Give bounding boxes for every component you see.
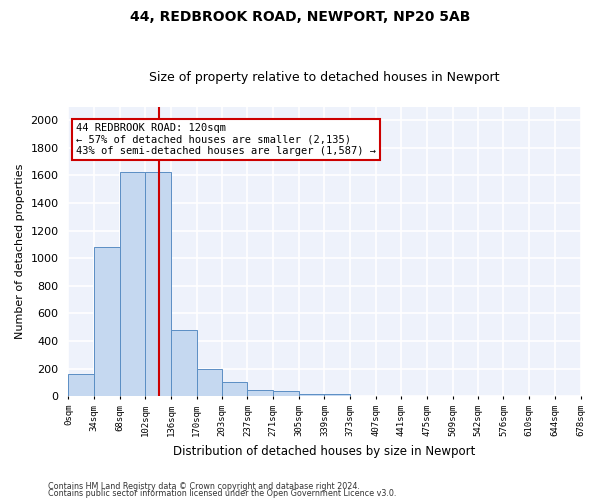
Bar bbox=[222, 382, 247, 396]
Text: Contains public sector information licensed under the Open Government Licence v3: Contains public sector information licen… bbox=[48, 490, 397, 498]
Text: Contains HM Land Registry data © Crown copyright and database right 2024.: Contains HM Land Registry data © Crown c… bbox=[48, 482, 360, 491]
Bar bbox=[325, 394, 350, 396]
Bar bbox=[171, 330, 197, 396]
Bar bbox=[273, 392, 299, 396]
Bar bbox=[120, 172, 145, 396]
Y-axis label: Number of detached properties: Number of detached properties bbox=[15, 164, 25, 339]
Bar bbox=[197, 368, 222, 396]
Title: Size of property relative to detached houses in Newport: Size of property relative to detached ho… bbox=[149, 72, 500, 85]
Bar bbox=[299, 394, 325, 396]
Text: 44 REDBROOK ROAD: 120sqm
← 57% of detached houses are smaller (2,135)
43% of sem: 44 REDBROOK ROAD: 120sqm ← 57% of detach… bbox=[76, 123, 376, 156]
Text: 44, REDBROOK ROAD, NEWPORT, NP20 5AB: 44, REDBROOK ROAD, NEWPORT, NP20 5AB bbox=[130, 10, 470, 24]
X-axis label: Distribution of detached houses by size in Newport: Distribution of detached houses by size … bbox=[173, 444, 476, 458]
Bar bbox=[94, 246, 120, 396]
Bar bbox=[247, 390, 273, 396]
Bar bbox=[145, 172, 171, 396]
Bar bbox=[68, 374, 94, 396]
